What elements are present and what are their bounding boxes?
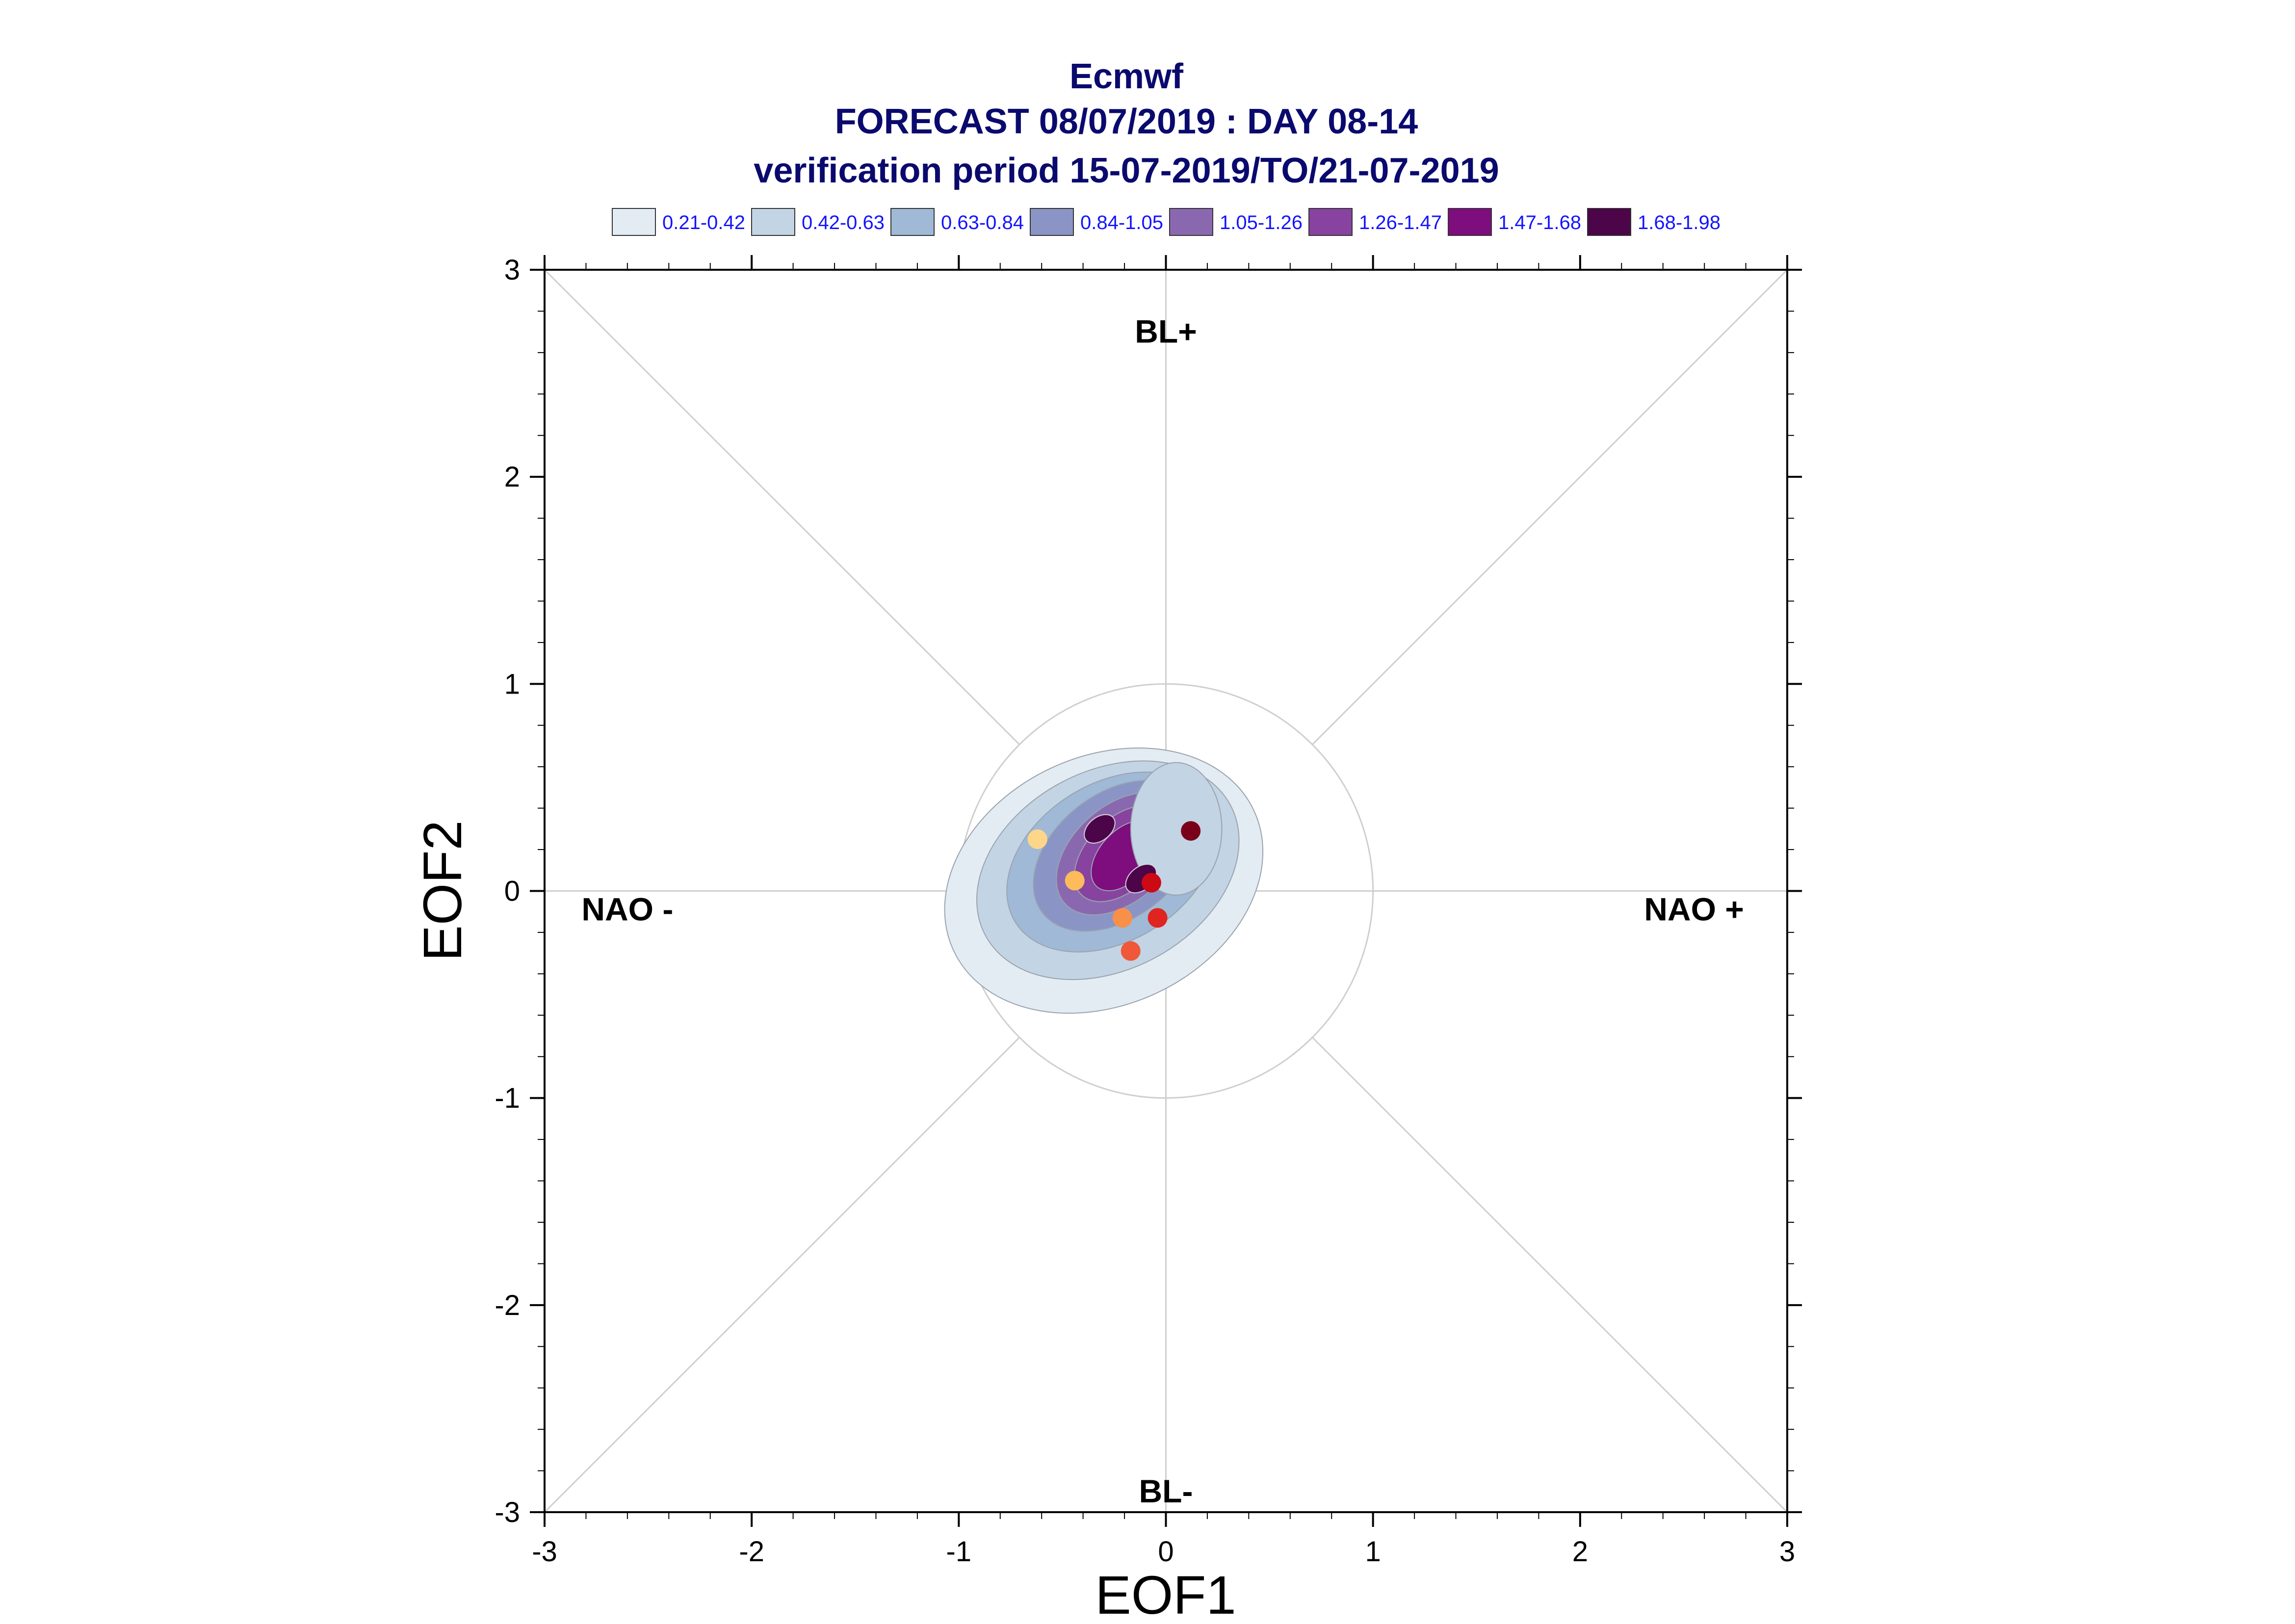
density-contours — [944, 748, 1264, 1014]
legend: 0.21-0.42 0.42-0.63 0.63-0.84 0.84-1.05 1.05… — [612, 208, 1721, 236]
diagonal-line — [1311, 1036, 1788, 1513]
chart-subtitle-2: verification period 15-07-2019/TO/21-07-… — [754, 151, 1499, 190]
legend-swatch — [890, 208, 935, 236]
member-point — [1121, 941, 1141, 961]
legend-label: 1.05-1.26 — [1220, 212, 1303, 233]
regime-label: NAO - — [581, 891, 673, 927]
regime-label: BL+ — [1135, 313, 1197, 350]
member-point — [1148, 908, 1168, 928]
legend-swatch — [751, 208, 795, 236]
diagonal-line — [544, 1036, 1020, 1513]
legend-label: 1.68-1.98 — [1638, 212, 1721, 233]
member-point — [1141, 873, 1161, 893]
density-core — [1084, 814, 1116, 844]
x-tick-label: -3 — [532, 1536, 557, 1568]
y-tick-label: -1 — [495, 1083, 520, 1114]
y-tick-label: 3 — [504, 254, 520, 286]
legend-swatch — [1169, 208, 1213, 236]
chart-title: Ecmwf — [1069, 57, 1184, 96]
member-point — [1065, 871, 1085, 891]
legend-swatch — [612, 208, 656, 236]
legend-label: 0.21-0.42 — [662, 212, 745, 233]
axis-ticks: -3 -2 -1 0 1 2 3 -3 -2 -1 0 1 2 3 — [495, 254, 1802, 1568]
legend-swatch — [1030, 208, 1074, 236]
x-tick-label: 1 — [1365, 1536, 1381, 1568]
legend-label: 0.63-0.84 — [941, 212, 1024, 233]
x-tick-label: 2 — [1572, 1536, 1588, 1568]
y-tick-label: -2 — [495, 1289, 520, 1321]
legend-swatch — [1308, 208, 1353, 236]
x-tick-label: -2 — [739, 1536, 764, 1568]
y-tick-label: 1 — [504, 668, 520, 700]
scatter-points — [1027, 821, 1201, 961]
x-tick-label: 0 — [1158, 1536, 1174, 1568]
regime-label: BL- — [1139, 1473, 1193, 1509]
legend-label: 0.84-1.05 — [1080, 212, 1163, 233]
legend-swatch — [1448, 208, 1492, 236]
legend-label: 1.26-1.47 — [1359, 212, 1442, 233]
legend-swatch — [1587, 208, 1631, 236]
diagonal-line — [544, 269, 1020, 746]
y-axis-title: EOF2 — [413, 820, 473, 961]
legend-label: 0.42-0.63 — [802, 212, 885, 233]
x-tick-label: 3 — [1779, 1536, 1795, 1568]
x-axis-title: EOF1 — [1095, 1565, 1236, 1624]
legend-label: 1.47-1.68 — [1498, 212, 1581, 233]
regime-labels: BL+ BL- NAO - NAO + — [581, 313, 1744, 1509]
member-point — [1112, 908, 1132, 928]
density-lobe — [1130, 762, 1223, 896]
y-tick-label: -3 — [495, 1496, 520, 1528]
chart-subtitle-1: FORECAST 08/07/2019 : DAY 08-14 — [835, 102, 1418, 141]
y-tick-label: 0 — [504, 876, 520, 907]
diagonal-line — [1311, 269, 1788, 746]
y-tick-label: 2 — [504, 461, 520, 493]
x-tick-label: -1 — [946, 1536, 972, 1568]
regime-label: NAO + — [1644, 891, 1744, 927]
member-point — [1027, 829, 1047, 849]
member-point — [1181, 821, 1201, 841]
